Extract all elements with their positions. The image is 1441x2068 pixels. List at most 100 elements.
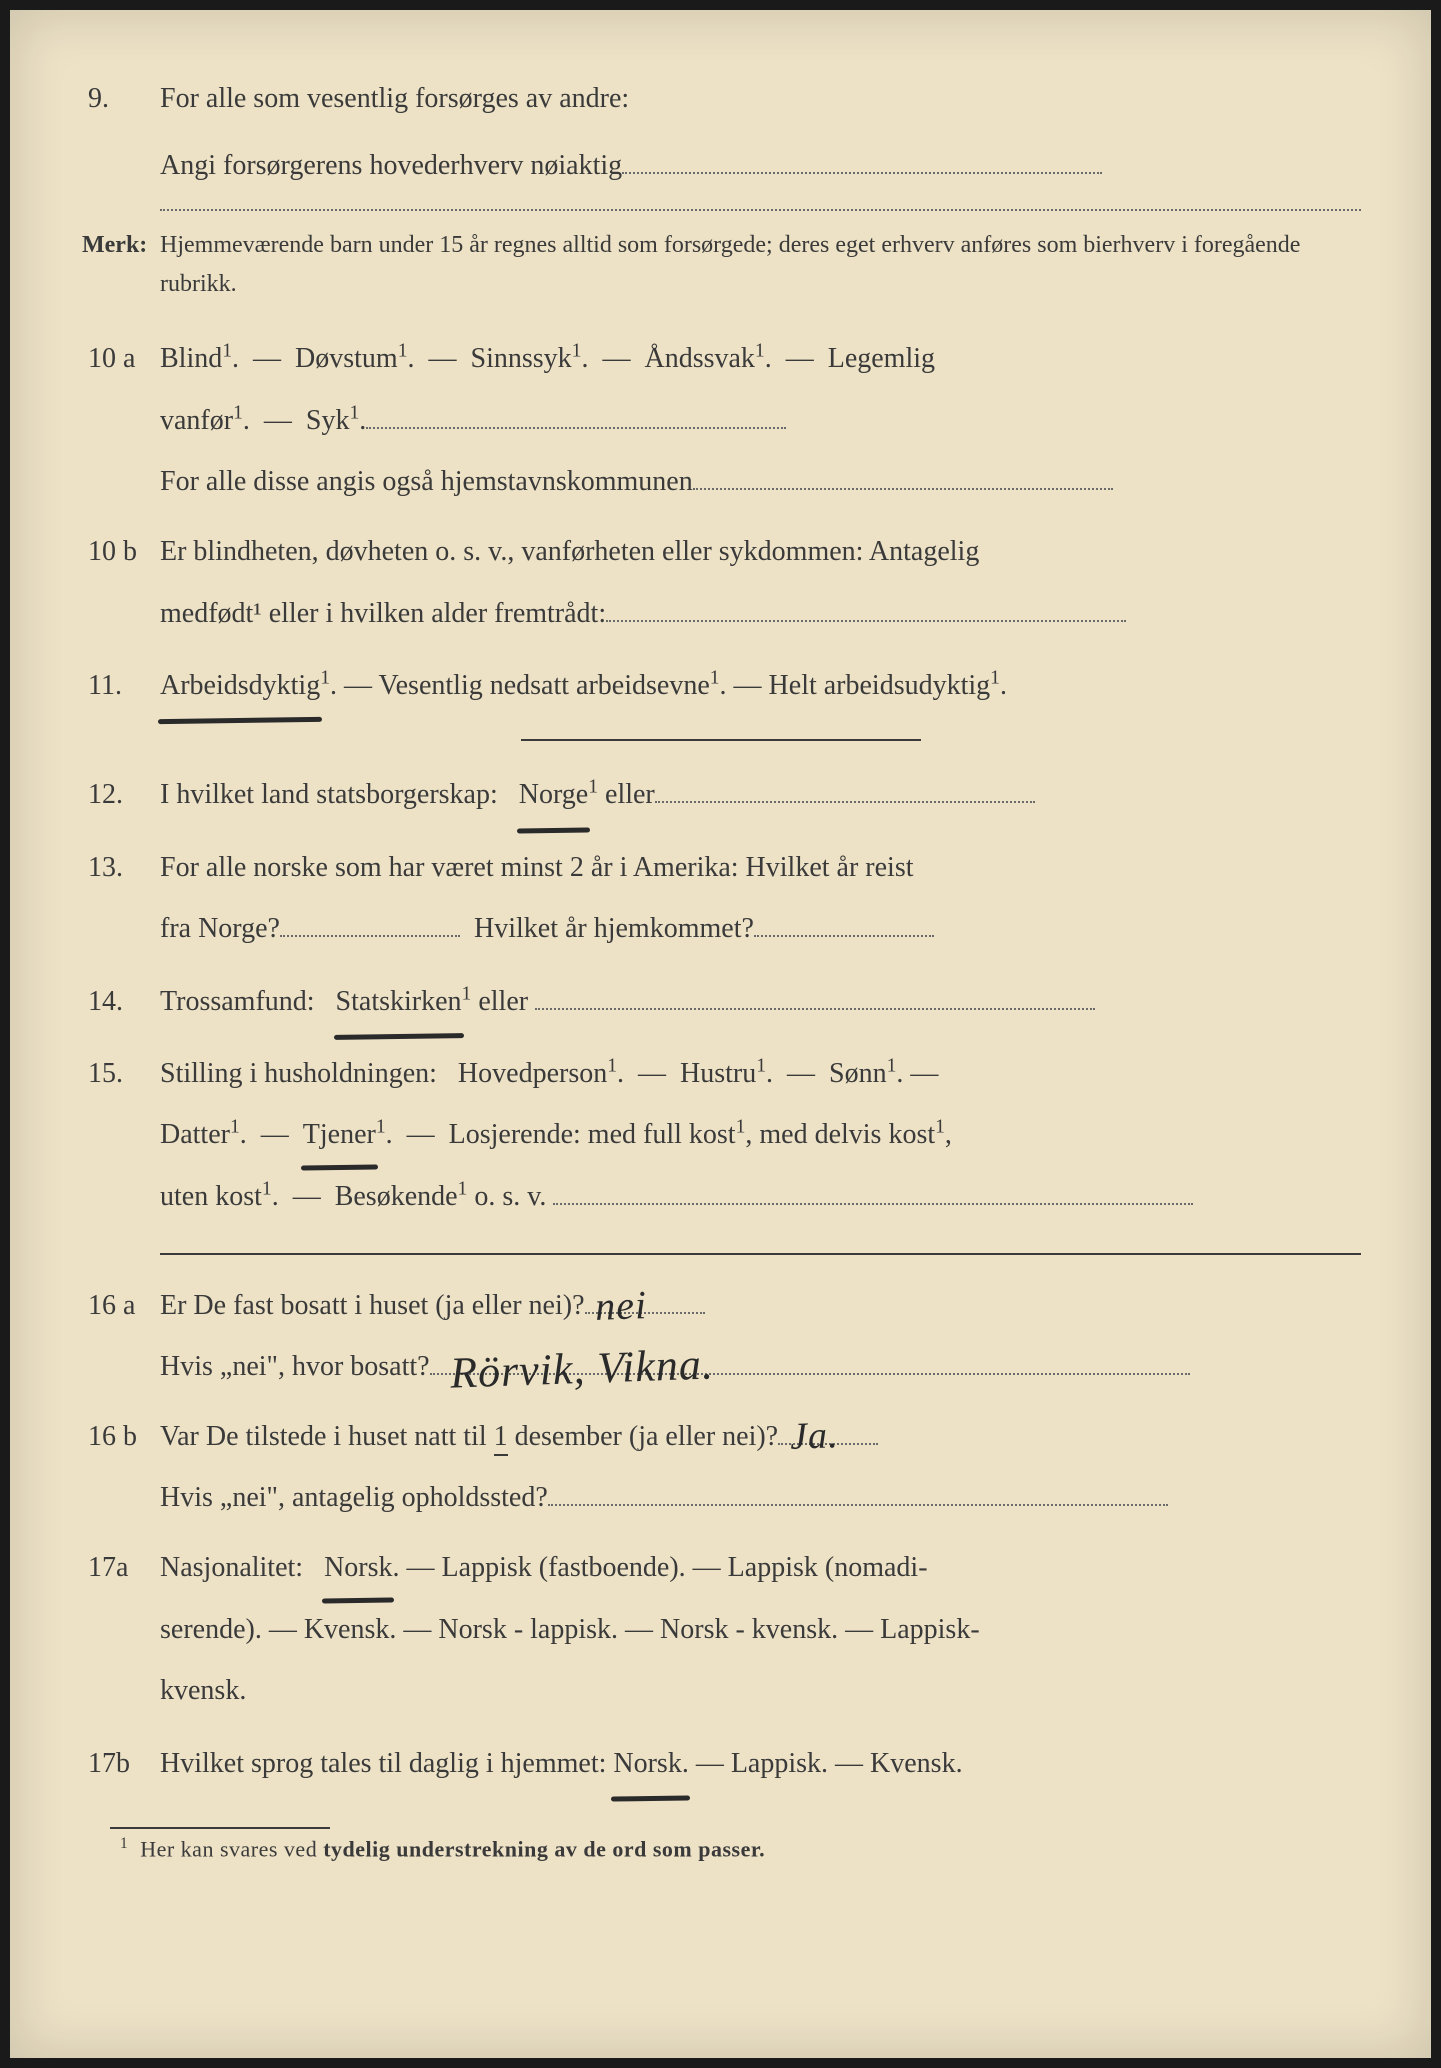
section-divider xyxy=(160,1253,1361,1255)
question-9: 9. For alle som vesentlig forsørges av a… xyxy=(80,65,1361,199)
fill-line xyxy=(655,775,1035,803)
fill-line xyxy=(366,401,786,429)
fill-line xyxy=(280,909,460,937)
q10b-number: 10 b xyxy=(80,521,160,583)
opt-syk: Syk xyxy=(306,405,350,436)
q9-line1: For alle som vesentlig forsørges av andr… xyxy=(160,83,629,114)
q13-number: 13. xyxy=(80,837,160,899)
q15-delvis: , med delvis kost xyxy=(745,1119,935,1150)
opt-blind: Blind xyxy=(160,343,222,374)
q10a-body: Blind1. — Døvstum1. — Sinnssyk1. — Åndss… xyxy=(160,328,1361,513)
q14-number: 14. xyxy=(80,968,160,1035)
opt-andssvak: Åndssvak xyxy=(644,343,754,374)
question-15: 15. Stilling i husholdningen: Hovedperso… xyxy=(80,1043,1361,1228)
opt-statskirken: Statskirken xyxy=(336,968,462,1035)
q9-body: For alle som vesentlig forsørges av andr… xyxy=(160,65,1361,199)
question-10a: 10 a Blind1. — Døvstum1. — Sinnssyk1. — … xyxy=(80,328,1361,513)
q16a-body: Er De fast bosatt i huset (ja eller nei)… xyxy=(160,1275,1361,1398)
q15-prefix: Stilling i husholdningen: xyxy=(160,1058,437,1089)
q16b-body: Var De tilstede i huset natt til 1 desem… xyxy=(160,1406,1361,1529)
answer-ja: Ja. xyxy=(789,1394,840,1479)
question-17a: 17a Nasjonalitet: Norsk. — Lappisk (fast… xyxy=(80,1537,1361,1722)
opt-legemlig: Legemlig xyxy=(828,343,935,374)
fill-line xyxy=(606,594,1126,622)
question-16a: 16 a Er De fast bosatt i huset (ja eller… xyxy=(80,1275,1361,1398)
opt-sinnssyk: Sinnssyk xyxy=(471,343,572,374)
q17a-prefix: Nasjonalitet: xyxy=(160,1552,303,1583)
underline-1: 1 xyxy=(494,1421,508,1456)
q16b-q1b: desember (ja eller nei)? xyxy=(508,1421,779,1452)
q16b-q1a: Var De tilstede i huset natt til xyxy=(160,1421,494,1452)
opt-tjener: Tjener xyxy=(303,1104,376,1166)
q17a-rest1: — Lappisk (fastboende). — Lappisk (nomad… xyxy=(400,1552,928,1583)
q14-suffix: eller xyxy=(478,986,528,1017)
dotted-rule xyxy=(160,209,1361,211)
fill-line xyxy=(693,462,1113,490)
merk-text: Hjemmeværende barn under 15 år regnes al… xyxy=(160,226,1361,303)
q15-osv: o. s. v. xyxy=(467,1181,546,1212)
opt-hovedperson: Hovedperson xyxy=(458,1058,607,1089)
census-form-page: 9. For alle som vesentlig forsørges av a… xyxy=(10,10,1431,2058)
question-17b: 17b Hvilket sprog tales til daglig i hje… xyxy=(80,1730,1361,1797)
fill-line: Ja. xyxy=(778,1417,878,1445)
q13-line1: For alle norske som har været minst 2 år… xyxy=(160,852,914,883)
merk-label: Merk: xyxy=(80,226,160,264)
question-10b: 10 b Er blindheten, døvheten o. s. v., v… xyxy=(80,521,1361,644)
q10b-line2: medfødt¹ eller i hvilken alder fremtrådt… xyxy=(160,598,606,629)
fill-line xyxy=(754,909,934,937)
q14-prefix: Trossamfund: xyxy=(160,986,315,1017)
opt-besokende: Besøkende xyxy=(335,1181,458,1212)
q15-number: 15. xyxy=(80,1043,160,1105)
question-13: 13. For alle norske som har været minst … xyxy=(80,837,1361,960)
q16b-q2: Hvis „nei", antagelig opholdssted? xyxy=(160,1482,548,1513)
q15-losjerende: Losjerende: med full kost xyxy=(449,1119,736,1150)
question-12: 12. I hvilket land statsborgerskap: Norg… xyxy=(80,761,1361,828)
question-11: 11. Arbeidsdyktig1. — Vesentlig nedsatt … xyxy=(80,652,1361,719)
question-16b: 16 b Var De tilstede i huset natt til 1 … xyxy=(80,1406,1361,1529)
q17b-body: Hvilket sprog tales til daglig i hjemmet… xyxy=(160,1730,1361,1797)
q16a-number: 16 a xyxy=(80,1275,160,1337)
q17b-number: 17b xyxy=(80,1730,160,1797)
opt-sonn: Sønn xyxy=(829,1058,887,1089)
opt-nedsatt: Vesentlig nedsatt arbeidsevne xyxy=(379,670,710,701)
opt-norge: Norge xyxy=(519,761,588,828)
q13-line2a: fra Norge? xyxy=(160,913,280,944)
q17a-number: 17a xyxy=(80,1537,160,1599)
q10a-number: 10 a xyxy=(80,328,160,390)
q10b-body: Er blindheten, døvheten o. s. v., vanfør… xyxy=(160,521,1361,644)
fill-line: nei xyxy=(585,1286,705,1314)
q17a-line2: serende). — Kvensk. — Norsk - lappisk. —… xyxy=(160,1614,980,1645)
opt-utenkost: uten kost xyxy=(160,1181,262,1212)
opt-hustru: Hustru xyxy=(680,1058,756,1089)
fill-line xyxy=(622,146,1102,174)
fill-line: Rörvik, Vikna. xyxy=(430,1347,1190,1375)
q17a-line3: kvensk. xyxy=(160,1675,246,1706)
q9-line2: Angi forsørgerens hovederhverv nøiaktig xyxy=(160,150,622,181)
footnote-text: Her kan svares ved tydelig understreknin… xyxy=(140,1836,765,1861)
q10a-line3: For alle disse angis også hjemstavnskomm… xyxy=(160,466,693,497)
q10b-line1: Er blindheten, døvheten o. s. v., vanfør… xyxy=(160,536,979,567)
q16a-q2: Hvis „nei", hvor bosatt? xyxy=(160,1351,430,1382)
q16a-q1: Er De fast bosatt i huset (ja eller nei)… xyxy=(160,1290,585,1321)
fill-line xyxy=(553,1177,1193,1205)
opt-udyktig: Helt arbeidsudyktig xyxy=(769,670,991,701)
fill-line xyxy=(548,1478,1168,1506)
q11-body: Arbeidsdyktig1. — Vesentlig nedsatt arbe… xyxy=(160,652,1361,719)
opt-dovstum: Døvstum xyxy=(295,343,398,374)
q17b-prefix: Hvilket sprog tales til daglig i hjemmet… xyxy=(160,1748,613,1779)
opt-datter: Datter xyxy=(160,1119,230,1150)
q12-body: I hvilket land statsborgerskap: Norge1 e… xyxy=(160,761,1361,828)
q12-number: 12. xyxy=(80,761,160,828)
q12-prefix: I hvilket land statsborgerskap: xyxy=(160,779,498,810)
q13-line2b: Hvilket år hjemkommet? xyxy=(474,913,754,944)
merk-note: Merk: Hjemmeværende barn under 15 år reg… xyxy=(80,226,1361,303)
footnote-rule xyxy=(110,1827,330,1829)
answer-rorvik: Rörvik, Vikna. xyxy=(448,1317,715,1423)
opt-arbeidsdyktig: Arbeidsdyktig xyxy=(160,652,320,719)
opt-vanfor: vanfør xyxy=(160,405,233,436)
footnote-marker: 1 xyxy=(120,1835,128,1852)
opt-norsk: Norsk xyxy=(324,1537,392,1599)
q16b-number: 16 b xyxy=(80,1406,160,1468)
question-14: 14. Trossamfund: Statskirken1 eller xyxy=(80,968,1361,1035)
opt-norsk-sprog: Norsk. xyxy=(613,1730,688,1797)
